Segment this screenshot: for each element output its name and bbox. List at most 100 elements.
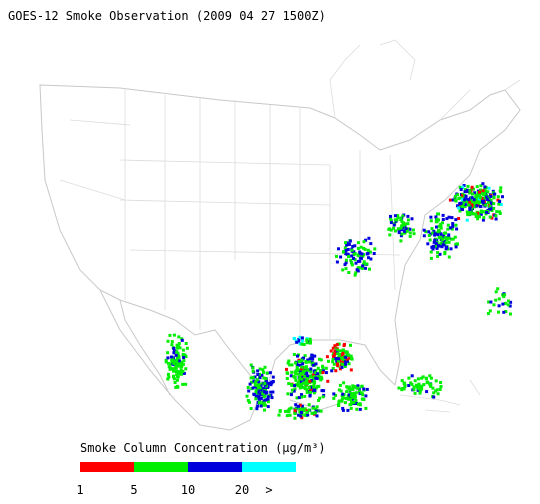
legend-swatch bbox=[80, 462, 134, 472]
smoke-pixel bbox=[496, 195, 500, 199]
smoke-pixel bbox=[172, 346, 176, 350]
smoke-pixel bbox=[170, 357, 174, 361]
smoke-pixel bbox=[506, 303, 510, 307]
smoke-pixel bbox=[172, 351, 176, 355]
smoke-pixel bbox=[311, 363, 315, 367]
smoke-pixel bbox=[293, 411, 297, 415]
smoke-pixel bbox=[293, 384, 297, 388]
smoke-pixel bbox=[319, 358, 323, 362]
smoke-pixel bbox=[315, 385, 319, 389]
smoke-pixel bbox=[293, 416, 297, 420]
smoke-pixel bbox=[317, 384, 321, 388]
smoke-pixel bbox=[437, 224, 441, 228]
smoke-pixel bbox=[434, 389, 438, 393]
smoke-pixel bbox=[324, 371, 328, 375]
smoke-pixel bbox=[298, 403, 302, 407]
smoke-pixel bbox=[169, 355, 173, 359]
smoke-pixel bbox=[432, 229, 436, 233]
smoke-pixel bbox=[455, 242, 459, 246]
smoke-pixel bbox=[340, 399, 344, 403]
smoke-pixel bbox=[250, 380, 253, 384]
smoke-pixel bbox=[309, 387, 313, 391]
smoke-pixel bbox=[468, 208, 472, 211]
smoke-pixel bbox=[499, 186, 503, 190]
smoke-pixel bbox=[335, 343, 339, 347]
smoke-pixel bbox=[256, 369, 260, 373]
smoke-pixel bbox=[481, 189, 485, 193]
smoke-pixel bbox=[347, 362, 351, 366]
smoke-pixel bbox=[458, 209, 462, 213]
smoke-pixel bbox=[293, 336, 296, 340]
smoke-pixel bbox=[347, 243, 351, 246]
smoke-pixel bbox=[437, 236, 441, 239]
smoke-pixel bbox=[300, 383, 304, 387]
smoke-pixel bbox=[445, 217, 449, 221]
smoke-pixel bbox=[340, 356, 344, 360]
smoke-pixel bbox=[479, 184, 483, 188]
smoke-pixel bbox=[182, 359, 186, 363]
smoke-pixel bbox=[459, 196, 463, 200]
smoke-pixel bbox=[337, 403, 341, 407]
smoke-pixel bbox=[436, 212, 440, 216]
smoke-pixel bbox=[474, 212, 478, 216]
smoke-pixel bbox=[326, 379, 330, 383]
smoke-pixel bbox=[286, 361, 290, 365]
smoke-pixel bbox=[498, 200, 502, 203]
smoke-pixel bbox=[339, 389, 343, 393]
smoke-pixel bbox=[166, 377, 170, 381]
smoke-pixel bbox=[453, 235, 457, 239]
smoke-pixel bbox=[305, 411, 309, 414]
smoke-pixel bbox=[364, 266, 367, 270]
smoke-pixel bbox=[460, 205, 464, 208]
smoke-pixel bbox=[400, 232, 404, 236]
smoke-pixel bbox=[410, 374, 414, 378]
smoke-pixel bbox=[502, 295, 506, 299]
smoke-pixel bbox=[497, 297, 501, 301]
smoke-pixel bbox=[496, 287, 500, 291]
smoke-pixel bbox=[441, 238, 445, 241]
smoke-pixel bbox=[296, 384, 300, 388]
smoke-pixel bbox=[444, 241, 448, 245]
smoke-pixel bbox=[318, 369, 322, 373]
smoke-pixel bbox=[321, 395, 325, 399]
smoke-pixel bbox=[303, 374, 307, 378]
smoke-pixel bbox=[362, 240, 366, 244]
smoke-pixel bbox=[258, 376, 262, 380]
smoke-pixel bbox=[349, 406, 353, 410]
smoke-pixel bbox=[350, 398, 354, 402]
smoke-pixel bbox=[308, 357, 312, 361]
smoke-pixel bbox=[350, 263, 354, 267]
smoke-pixel bbox=[180, 365, 184, 369]
smoke-pixel bbox=[329, 349, 333, 353]
smoke-pixel bbox=[361, 254, 365, 258]
smoke-pixel bbox=[349, 394, 353, 398]
smoke-pixel bbox=[366, 248, 370, 252]
smoke-pixel bbox=[309, 367, 313, 371]
smoke-pixel bbox=[353, 252, 357, 256]
smoke-pixel bbox=[399, 216, 403, 220]
smoke-pixel bbox=[471, 200, 475, 204]
smoke-pixel bbox=[305, 375, 309, 379]
smoke-pixel bbox=[301, 408, 305, 411]
smoke-pixel bbox=[332, 392, 336, 396]
smoke-pixel bbox=[344, 362, 348, 366]
smoke-pixel bbox=[343, 342, 346, 346]
smoke-pixel bbox=[297, 360, 301, 363]
smoke-pixel bbox=[343, 263, 347, 267]
smoke-pixel bbox=[495, 210, 499, 214]
smoke-pixel bbox=[432, 240, 436, 244]
smoke-pixel bbox=[182, 371, 186, 375]
smoke-pixel bbox=[331, 346, 335, 350]
smoke-pixel bbox=[357, 390, 361, 394]
smoke-pixel bbox=[308, 360, 311, 364]
smoke-pixel bbox=[463, 205, 467, 208]
smoke-pixel bbox=[359, 245, 363, 249]
smoke-pixel bbox=[299, 371, 303, 375]
smoke-pixel bbox=[498, 212, 502, 215]
smoke-pixel bbox=[454, 218, 458, 222]
smoke-pixel bbox=[441, 243, 445, 247]
smoke-pixel bbox=[429, 215, 433, 219]
smoke-pixel bbox=[393, 229, 397, 233]
smoke-pixel bbox=[479, 210, 483, 214]
smoke-pixel bbox=[503, 301, 507, 305]
